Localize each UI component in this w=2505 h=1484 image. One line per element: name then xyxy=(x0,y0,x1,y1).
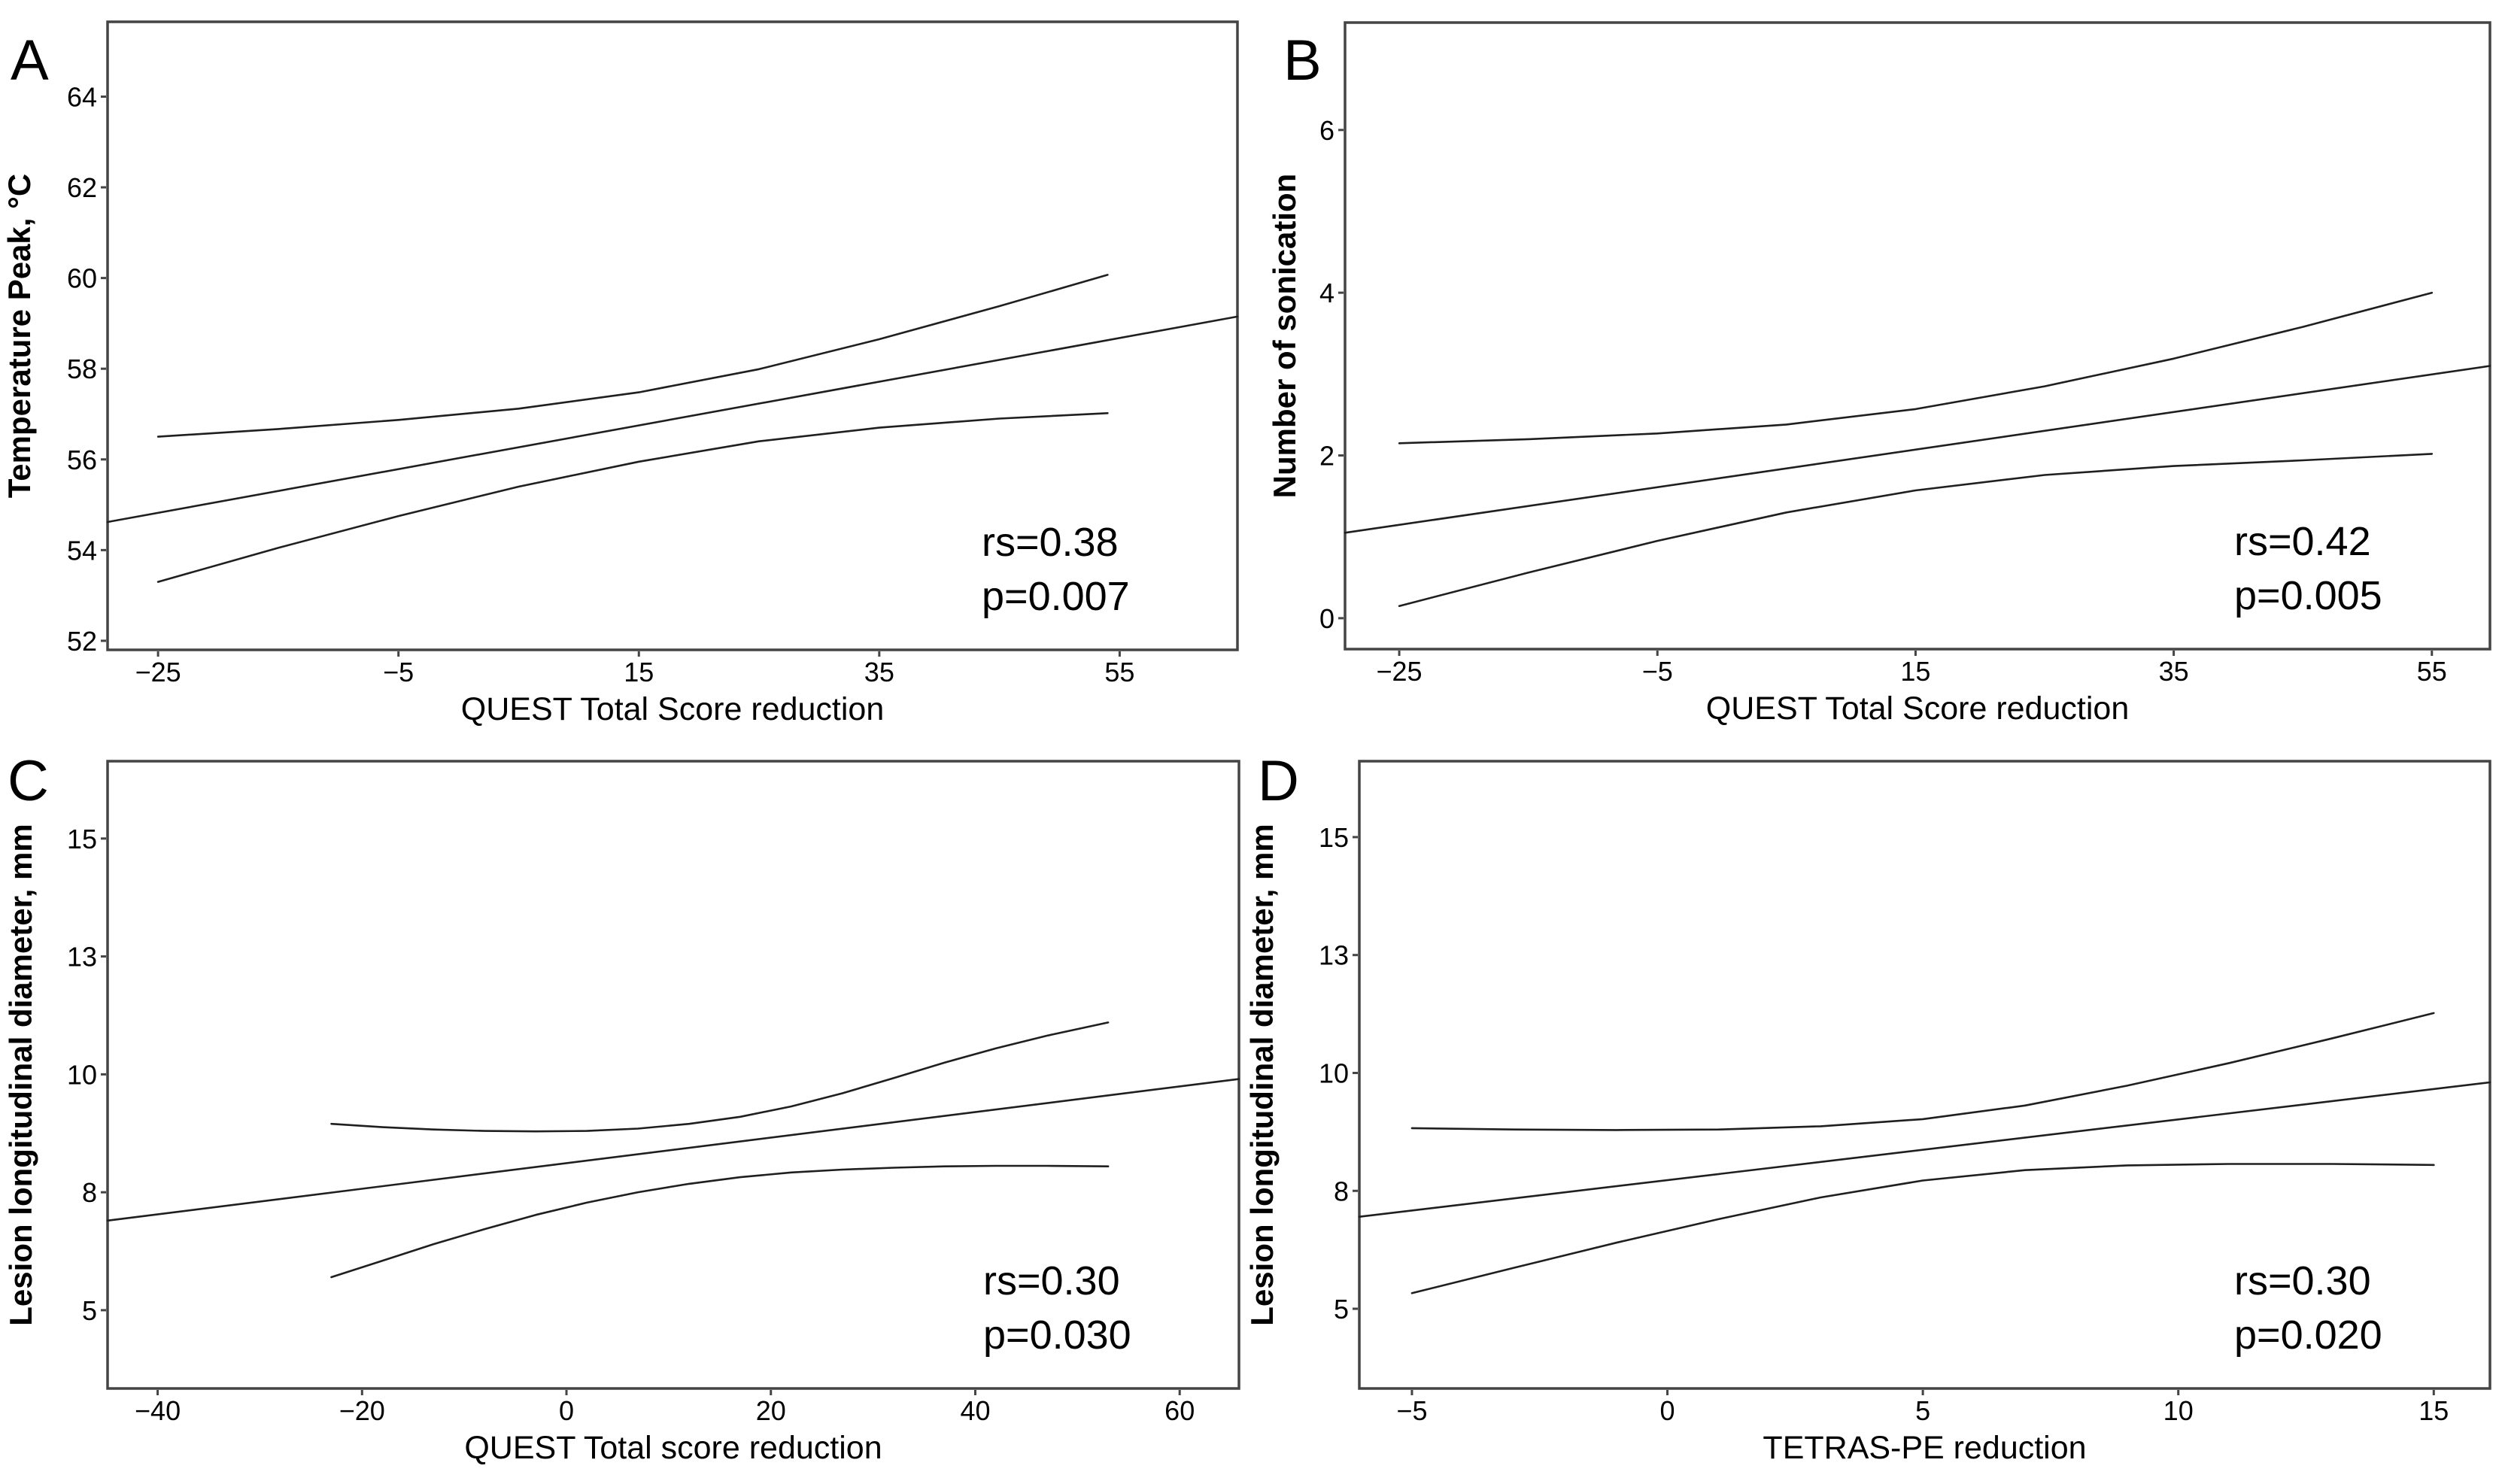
y-tick-label: 15 xyxy=(67,824,97,854)
y-axis-title: Lesion longitudinal diameter, mm xyxy=(1244,824,1280,1325)
x-tick-label: 10 xyxy=(2163,1395,2194,1426)
stats-annotation-line: rs=0.38 xyxy=(982,520,1119,565)
ci-upper-line xyxy=(330,1021,1110,1133)
stats-annotation-line: p=0.020 xyxy=(2234,1313,2382,1358)
y-tick-label: 8 xyxy=(1334,1176,1349,1206)
y-tick-label: 15 xyxy=(1319,822,1349,853)
ci-upper-line xyxy=(1410,1012,2435,1131)
x-tick-label: −5 xyxy=(383,657,414,687)
ci-lower-line xyxy=(1398,453,2434,607)
x-tick-label: 40 xyxy=(960,1395,990,1426)
x-axis-title: QUEST Total score reduction xyxy=(464,1430,882,1466)
y-tick-label: 5 xyxy=(1334,1294,1349,1325)
panel-A: −25 −5 15 35 55 52 54 56 58 60 62 64 rs=0.38 p=0.007 Q… xyxy=(2,20,1239,727)
x-tick-label: −40 xyxy=(135,1395,181,1426)
panel-letter: C xyxy=(8,749,49,813)
x-axis-title: TETRAS-PE reduction xyxy=(1763,1430,2086,1466)
stats-annotation-line: p=0.007 xyxy=(982,574,1130,619)
y-tick-label: 10 xyxy=(1319,1058,1349,1088)
y-tick-label: 58 xyxy=(67,354,97,384)
y-tick-label: 52 xyxy=(67,626,97,657)
y-tick-label: 54 xyxy=(67,535,97,566)
x-tick-label: 55 xyxy=(1104,657,1134,687)
x-tick-label: −20 xyxy=(339,1395,385,1426)
stats-annotation-line: rs=0.30 xyxy=(983,1258,1120,1303)
x-tick-label: 35 xyxy=(864,657,894,687)
stats-annotation-line: p=0.005 xyxy=(2234,573,2382,618)
x-tick-label: 0 xyxy=(1660,1395,1675,1426)
y-axis-title: Number of sonication xyxy=(1267,174,1302,499)
fit-line xyxy=(106,1078,1240,1222)
y-tick-label: 4 xyxy=(1319,278,1334,308)
plot-box xyxy=(106,760,1240,1390)
x-tick-label: −25 xyxy=(135,657,181,687)
y-tick-label: 56 xyxy=(67,445,97,475)
panel-D: −5 0 5 10 15 5 8 10 13 15 rs=0.30 p=0.020 TETRAS-PE … xyxy=(1244,749,2491,1466)
ci-upper-line xyxy=(156,274,1109,438)
x-tick-label: 15 xyxy=(2418,1395,2449,1426)
ci-lower-line xyxy=(330,1164,1110,1279)
ci-upper-line xyxy=(1398,291,2434,445)
x-tick-label: 35 xyxy=(2159,656,2189,687)
y-tick-label: 10 xyxy=(67,1059,97,1090)
panel-letter: B xyxy=(1283,29,1322,93)
fit-line xyxy=(1344,365,2491,534)
x-tick-label: −25 xyxy=(1377,656,1423,687)
y-axis-title: Temperature Peak, °C xyxy=(2,174,37,499)
ci-lower-line xyxy=(156,412,1109,583)
x-tick-label: 20 xyxy=(756,1395,786,1426)
x-axis-title: QUEST Total Score reduction xyxy=(461,691,884,727)
x-tick-label: −5 xyxy=(1396,1395,1427,1426)
y-tick-label: 62 xyxy=(67,172,97,203)
panel-letter: D xyxy=(1258,749,1299,813)
fit-line xyxy=(106,315,1239,523)
stats-annotation-line: rs=0.42 xyxy=(2234,519,2371,564)
stats-annotation-line: rs=0.30 xyxy=(2234,1258,2371,1303)
panel-C: −40 −20 0 20 40 60 5 8 10 13 15 rs=0.30 p=0.030 QUEST… xyxy=(3,749,1240,1466)
y-tick-label: 60 xyxy=(67,263,97,294)
y-tick-label: 13 xyxy=(1319,940,1349,971)
x-tick-label: 55 xyxy=(2417,656,2447,687)
y-axis-title: Lesion longitudinal diameter, mm xyxy=(3,824,38,1325)
y-tick-label: 0 xyxy=(1319,603,1334,634)
plot-box xyxy=(1344,21,2491,651)
y-tick-label: 6 xyxy=(1319,115,1334,146)
x-axis-title: QUEST Total Score reduction xyxy=(1706,690,2129,727)
panel-B: −25 −5 15 35 55 0 2 4 6 rs=0.42 p=0.005 QUEST Total… xyxy=(1267,21,2491,727)
ci-lower-line xyxy=(1410,1163,2435,1294)
y-tick-label: 64 xyxy=(67,81,97,112)
x-tick-label: 15 xyxy=(1900,656,1930,687)
x-tick-label: 5 xyxy=(1915,1395,1930,1426)
stats-annotation-line: p=0.030 xyxy=(983,1313,1131,1358)
y-tick-label: 8 xyxy=(82,1177,97,1208)
y-tick-label: 2 xyxy=(1319,441,1334,472)
x-tick-label: −5 xyxy=(1642,656,1673,687)
y-tick-label: 13 xyxy=(67,942,97,973)
fit-line xyxy=(1358,1081,2491,1218)
panel-letter: A xyxy=(11,29,49,93)
plot-box xyxy=(106,20,1239,651)
plot-box xyxy=(1358,760,2491,1390)
x-tick-label: 0 xyxy=(559,1395,574,1426)
x-tick-label: 15 xyxy=(624,657,654,687)
x-tick-label: 60 xyxy=(1164,1395,1195,1426)
y-tick-label: 5 xyxy=(82,1295,97,1326)
